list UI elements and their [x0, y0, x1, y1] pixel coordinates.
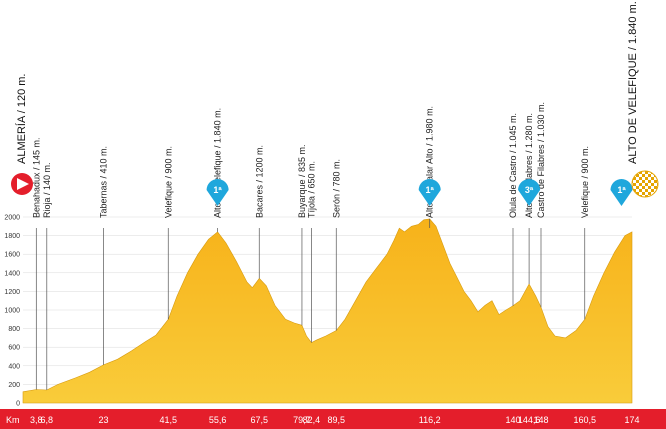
y-tick-label: 800 [8, 326, 20, 333]
km-axis-bar [0, 409, 666, 429]
waypoint-lines [35, 218, 586, 390]
waypoint-label: Castro de Filabres / 1.030 m. [536, 102, 546, 218]
waypoint-label: Bacares / 1200 m. [254, 145, 264, 218]
km-axis-label: Km [6, 415, 20, 425]
climb-category-badges: 1ª 1ª 3ª 1ª [206, 179, 633, 206]
climb-category-label: 1ª [617, 185, 626, 195]
waypoint-label: Velefique / 900 m. [163, 146, 173, 218]
start-label: ALMERÍA / 120 m. [15, 74, 28, 164]
waypoint-label: Alto de Calar Alto / 1.980 m. [425, 106, 435, 218]
climb-badge-shape [518, 179, 541, 206]
waypoint-label: Tíjola / 650 m. [306, 161, 316, 218]
km-tick-label: 148 [533, 415, 548, 425]
finish-marker: ALTO DE VELEFIQUE / 1.840 m. [627, 1, 659, 198]
finish-flag-icon [631, 170, 659, 198]
km-tick-label: 82,4 [303, 415, 321, 425]
finish-label: ALTO DE VELEFIQUE / 1.840 m. [627, 1, 639, 164]
y-tick-label: 1600 [4, 252, 20, 259]
waypoint-label: Velefique / 900 m. [580, 146, 590, 218]
climb-category-label: 1ª [213, 185, 222, 195]
waypoint-label: Rioja / 140 m. [42, 162, 52, 218]
y-tick-label: 600 [8, 345, 20, 352]
km-tick-label: 55,6 [209, 415, 227, 425]
y-tick-label: 400 [8, 363, 20, 370]
km-tick-label: 160,5 [573, 415, 596, 425]
waypoint-label: Serón / 780 m. [331, 159, 341, 218]
km-tick-label: 3,8 [30, 415, 43, 425]
start-marker: ALMERÍA / 120 m. [11, 74, 33, 195]
y-tick-label: 1400 [4, 270, 20, 277]
km-axis-ticks: 3,86,8 23 41,5 55,6 67,5 79,782,4 89,5 116,2 140… [30, 415, 639, 425]
km-tick-label: 67,5 [250, 415, 268, 425]
climb-badge-shape [206, 179, 229, 206]
waypoint-labels: Benahadux / 145 m. Rioja / 140 m. Tabernas… [31, 102, 589, 218]
km-tick-label: 41,5 [159, 415, 177, 425]
km-tick-label: 140 [505, 415, 520, 425]
climb-badge: 1ª [206, 179, 229, 206]
waypoint-label: Olula de Castro / 1.045 m. [508, 113, 518, 218]
km-tick-label: 144,6 [518, 415, 541, 425]
play-icon [17, 178, 29, 190]
km-tick-label: 6,8 [41, 415, 54, 425]
climb-badge-shape [610, 179, 633, 206]
waypoint-label: Tabernas / 410 m. [99, 146, 109, 218]
km-tick-label: 116,2 [419, 415, 441, 425]
y-tick-label: 1000 [4, 308, 20, 315]
waypoint-label: Alto de Filabres / 1.280 m. [524, 113, 534, 218]
climb-badge: 3ª [518, 179, 541, 206]
climb-category-label: 3ª [525, 185, 534, 195]
y-tick-label: 1200 [4, 289, 20, 296]
climb-badge: 1ª [610, 179, 633, 206]
y-tick-label: 0 [16, 401, 20, 408]
climb-category-label: 1ª [426, 185, 435, 195]
waypoint-label: Benahadux / 145 m. [31, 137, 41, 218]
climb-badge: 1ª [418, 179, 441, 206]
y-axis-ticks: 0 200 400 600 800 1000 1200 1400 1600 1800 2000 [4, 215, 20, 408]
waypoint-label: Buyarque / 835 m. [297, 144, 307, 218]
km-tick-label: 89,5 [327, 415, 345, 425]
climb-badge-shape [418, 179, 441, 206]
y-tick-label: 200 [8, 382, 20, 389]
km-tick-label: 79,7 [293, 415, 311, 425]
y-tick-label: 2000 [4, 215, 20, 222]
waypoint-label: Alto de Velefique / 1.840 m. [213, 108, 223, 218]
y-tick-label: 1800 [4, 233, 20, 240]
km-tick-label: 174 [624, 415, 639, 425]
km-tick-label: 23 [98, 415, 108, 425]
